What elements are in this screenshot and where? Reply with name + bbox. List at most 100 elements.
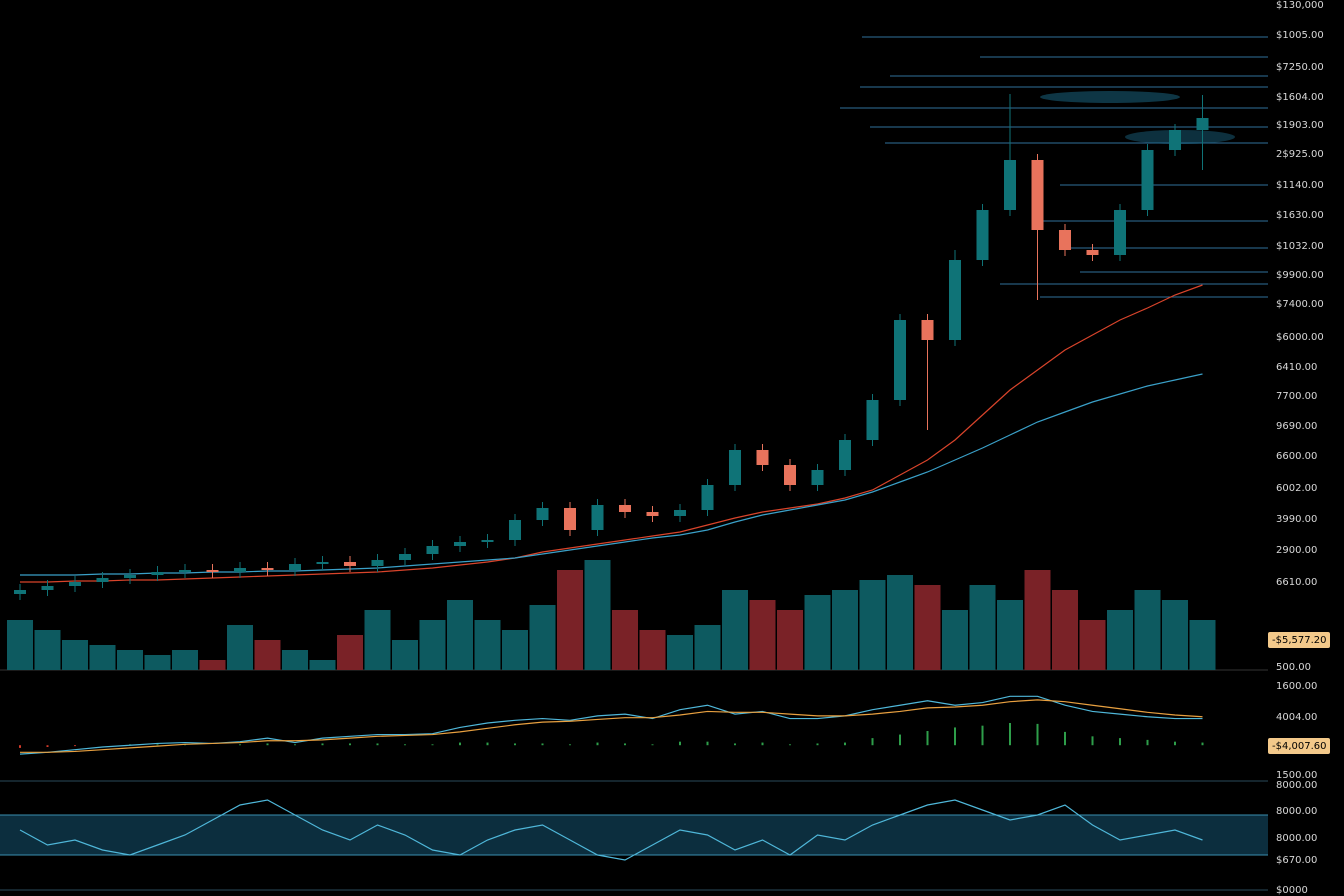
price-tag: -$5,577.20: [1272, 635, 1327, 646]
axis-label: 1600.00: [1276, 681, 1317, 692]
macd-histogram: [871, 738, 874, 746]
macd-histogram: [734, 743, 736, 746]
candle-body: [674, 510, 686, 516]
candle-body: [454, 542, 466, 546]
candle-body: [234, 568, 246, 572]
volume-bar: [62, 640, 88, 670]
volume-bar: [282, 650, 308, 670]
volume-bar: [612, 610, 638, 670]
volume-bar: [1024, 570, 1051, 670]
candle-body: [1114, 210, 1126, 255]
macd-histogram: [844, 742, 846, 746]
axis-label: 6600.00: [1276, 451, 1317, 462]
axis-label: 8000.00: [1276, 833, 1317, 844]
candle-body: [344, 562, 356, 566]
price-tag: -$4,007.60: [1272, 741, 1327, 752]
volume-bar: [529, 605, 556, 670]
volume-bar: [34, 630, 61, 670]
macd-histogram: [239, 744, 241, 746]
candle-body: [976, 210, 989, 260]
volume-bar: [804, 595, 831, 670]
axis-label: 1500.00: [1276, 770, 1317, 781]
volume-bar: [172, 650, 198, 670]
macd-histogram: [981, 725, 984, 746]
volume-bar: [89, 645, 116, 670]
volume-bar: [392, 640, 418, 670]
macd-histogram: [899, 734, 901, 746]
macd-histogram: [1036, 723, 1039, 746]
volume-bar: [694, 625, 721, 670]
macd-histogram: [816, 743, 819, 746]
candle-body: [124, 575, 136, 578]
macd-histogram: [651, 744, 654, 746]
volume-bar: [199, 660, 226, 670]
volume-bar: [7, 620, 33, 670]
candle-body: [701, 485, 714, 510]
axis-label: $1140.00: [1276, 180, 1324, 191]
macd-histogram: [596, 742, 599, 746]
axis-label: 2$925.00: [1276, 149, 1324, 160]
axis-label: $670.00: [1276, 855, 1317, 866]
candle-body: [729, 450, 741, 485]
volume-bar: [942, 610, 968, 670]
candle-body: [1141, 150, 1154, 210]
volume-bar: [1052, 590, 1078, 670]
candle-body: [399, 554, 411, 560]
volume-bar: [474, 620, 501, 670]
macd-histogram: [1064, 731, 1066, 746]
indicator-line: [20, 284, 1203, 583]
candle-body: [921, 320, 934, 340]
axis-label: $1903.00: [1276, 120, 1324, 131]
candle-body: [509, 520, 521, 540]
candle-body: [1196, 118, 1209, 130]
axis-label: $1005.00: [1276, 30, 1324, 41]
macd-histogram: [1091, 736, 1094, 746]
axis-label: 8000.00: [1276, 806, 1317, 817]
candle-body: [96, 578, 109, 582]
volume-bar: [117, 650, 143, 670]
candle-body: [1169, 130, 1181, 150]
candle-body: [1086, 250, 1099, 255]
candle-body: [619, 505, 631, 512]
candle-body: [564, 508, 576, 530]
order-book-levels: [840, 36, 1268, 298]
candle-body: [1031, 160, 1044, 230]
volume-bar: [887, 575, 913, 670]
axis-label: 8000.00: [1276, 780, 1317, 791]
candle-body: [866, 400, 879, 440]
candle-body: [426, 546, 439, 554]
macd-histogram: [19, 745, 21, 748]
macd-histogram: [954, 727, 956, 746]
candle-body: [316, 562, 329, 564]
volume-bar: [557, 570, 583, 670]
candle-body: [1004, 160, 1016, 210]
macd-histogram: [514, 743, 516, 746]
volume-bar: [364, 610, 391, 670]
axis-label: 6002.00: [1276, 483, 1317, 494]
axis-label: 3990.00: [1276, 514, 1317, 525]
volume-bar: [749, 600, 776, 670]
volume-bar: [997, 600, 1023, 670]
indicator-line: [19, 799, 1203, 861]
volume-bar: [419, 620, 446, 670]
macd-histogram: [679, 741, 681, 746]
axis-label: 6610.00: [1276, 577, 1317, 588]
candle-body: [41, 586, 54, 590]
macd-histogram: [404, 744, 406, 746]
candle-body: [179, 570, 191, 572]
macd-histogram: [761, 742, 764, 746]
macd-histogram: [1009, 723, 1011, 746]
candle-body: [261, 568, 274, 570]
volume-bar: [144, 655, 171, 670]
price-tag-box: [1268, 738, 1330, 754]
macd-histogram: [266, 743, 269, 746]
rsi-band: [0, 815, 1268, 855]
macd-histogram: [431, 744, 434, 746]
axis-label: 500.00: [1276, 662, 1311, 673]
volume-bar: [1189, 620, 1216, 670]
volume-bar: [1162, 600, 1188, 670]
volume-bar: [1134, 590, 1161, 670]
